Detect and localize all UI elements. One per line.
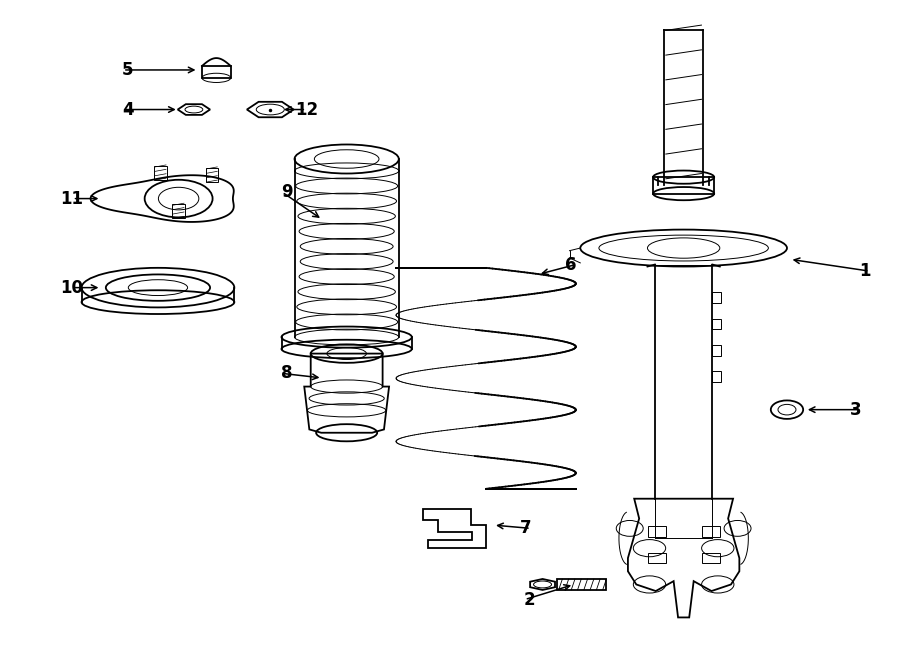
Bar [648,553,666,563]
Text: 2: 2 [524,591,536,609]
Bar [205,168,218,182]
Bar [713,371,722,382]
Bar [172,204,184,218]
Text: 6: 6 [565,256,577,274]
Bar [713,345,722,356]
Bar [155,166,166,180]
Text: 7: 7 [520,520,532,537]
Text: 3: 3 [850,401,861,418]
Bar [702,553,720,563]
Text: 11: 11 [60,190,84,208]
Bar [702,526,720,537]
Text: 9: 9 [281,183,292,201]
Text: 12: 12 [295,100,319,118]
Text: 1: 1 [859,262,870,280]
Text: 5: 5 [122,61,134,79]
Bar [713,292,722,303]
Text: 10: 10 [60,279,84,297]
Bar [202,66,230,78]
Bar [713,319,722,329]
Text: 4: 4 [122,100,134,118]
Bar [653,177,715,194]
Bar [557,579,607,590]
Text: 8: 8 [281,364,292,382]
Bar [648,526,666,537]
